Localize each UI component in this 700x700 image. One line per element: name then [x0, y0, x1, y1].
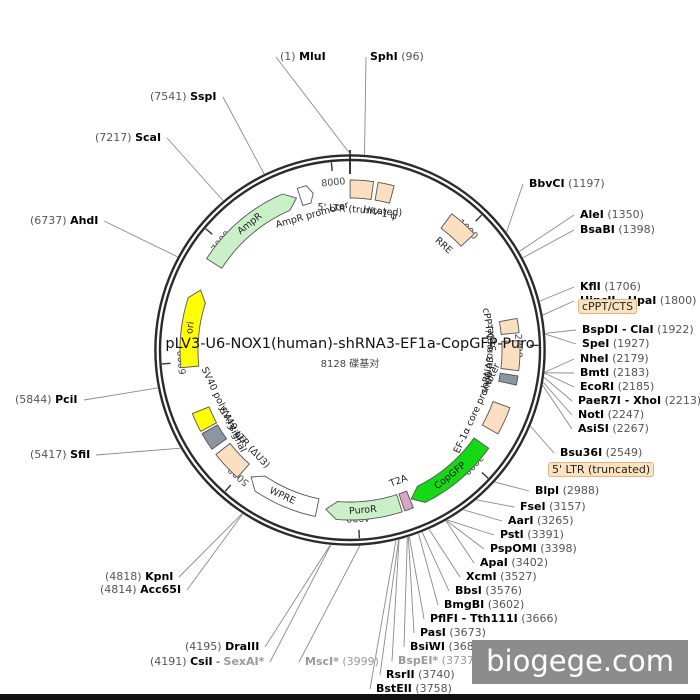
svg-text:8000: 8000 [321, 176, 346, 189]
restriction-site-sphi: SphI (96) [370, 50, 424, 63]
feature-wpre: WPRE [250, 475, 320, 517]
restriction-site-sspi: (7541) SspI [150, 90, 217, 103]
feature-callout-5-ltr-truncated-: 5' LTR (truncated) [548, 462, 655, 477]
restriction-site-bmgbi: BmgBI (3602) [444, 598, 525, 611]
site-leader-lines [83, 56, 577, 690]
restriction-site-kfli: KflI (1706) [580, 280, 641, 293]
restriction-site-nhei: NheI (2179) [580, 352, 649, 365]
restriction-site-bmti: BmtI (2183) [580, 366, 650, 379]
restriction-site-paer7i-xhoi: PaeR7I - XhoI (2213) [578, 394, 700, 407]
restriction-site-pcii: (5844) PciI [15, 393, 78, 406]
feature-label: PuroR [349, 504, 378, 517]
restriction-site-bsabi: BsaBI (1398) [580, 223, 655, 236]
restriction-site-bsu36i: Bsu36I (2549) [560, 446, 643, 459]
restriction-site-ahdi: (6737) AhdI [30, 214, 99, 227]
restriction-site-msci-: MscI* (3999) [305, 655, 379, 668]
restriction-site-noti: NotI (2247) [578, 408, 645, 421]
restriction-site-blpi: BlpI (2988) [535, 484, 600, 497]
restriction-site-pspomi: PspOMI (3398) [490, 542, 577, 555]
restriction-site-draiii: (4195) DraIII [185, 640, 260, 653]
restriction-site-kpni: (4818) KpnI [105, 570, 174, 583]
restriction-site-mlui: (1) MluI [280, 50, 326, 63]
feature-label: T2A [387, 473, 409, 490]
feature-callout-cppt-cts: cPPT/CTS [578, 299, 638, 314]
feature-label: U6 promoter [483, 324, 496, 385]
restriction-site-alei: AleI (1350) [580, 208, 644, 221]
restriction-site-bspei-: BspEI* (3737) [398, 654, 479, 667]
restriction-site-asisi: AsiSI (2267) [578, 422, 649, 435]
bottom-bar [0, 694, 700, 700]
restriction-site-ecori: EcoRI (2185) [580, 380, 655, 393]
restriction-site-sfii: (5417) SfiI [30, 448, 91, 461]
feature-label: ori [184, 321, 197, 335]
watermark-biogege: biogege.com [472, 640, 688, 684]
restriction-site-acc65i: (4814) Acc65I [100, 583, 182, 596]
restriction-site-aari: AarI (3265) [508, 514, 574, 527]
restriction-site-psti: PstI (3391) [500, 528, 564, 541]
restriction-site-xcmi: XcmI (3527) [466, 570, 537, 583]
feature-u6-promoter: U6 promoter [483, 324, 521, 385]
restriction-site-pflfi-tth111i: PflFI - Tth111I (3666) [430, 612, 558, 625]
feature-rre: RRE [433, 213, 475, 256]
restriction-site-bspdi-clai: BspDI - ClaI (1922) [582, 323, 694, 336]
restriction-site-pasi: PasI (3673) [420, 626, 486, 639]
restriction-site-bsteii: BstEII (3758) [376, 682, 452, 695]
plasmid-name: pLV3-U6-NOX1(human)-shRNA3-EF1a-CopGFP-P… [165, 336, 535, 352]
plasmid-size-label: 8128 碟基对 [320, 359, 380, 370]
restriction-site-rsrii: RsrII (3740) [386, 668, 455, 681]
feature-ori: ori [179, 289, 206, 369]
restriction-site-scai: (7217) ScaI [95, 131, 162, 144]
feature-label: RRE [433, 235, 455, 256]
restriction-site-spei: SpeI (1927) [582, 337, 650, 350]
restriction-site-fsei: FseI (3157) [520, 500, 586, 513]
restriction-site-bbsi: BbsI (3576) [455, 584, 522, 597]
restriction-site-csii: (4191) CsiI - SexAI* [150, 655, 265, 668]
restriction-site-bbvci: BbvCI (1197) [529, 177, 605, 190]
feature-puror: PuroR [325, 494, 403, 521]
restriction-site-apai: ApaI (3402) [480, 556, 548, 569]
